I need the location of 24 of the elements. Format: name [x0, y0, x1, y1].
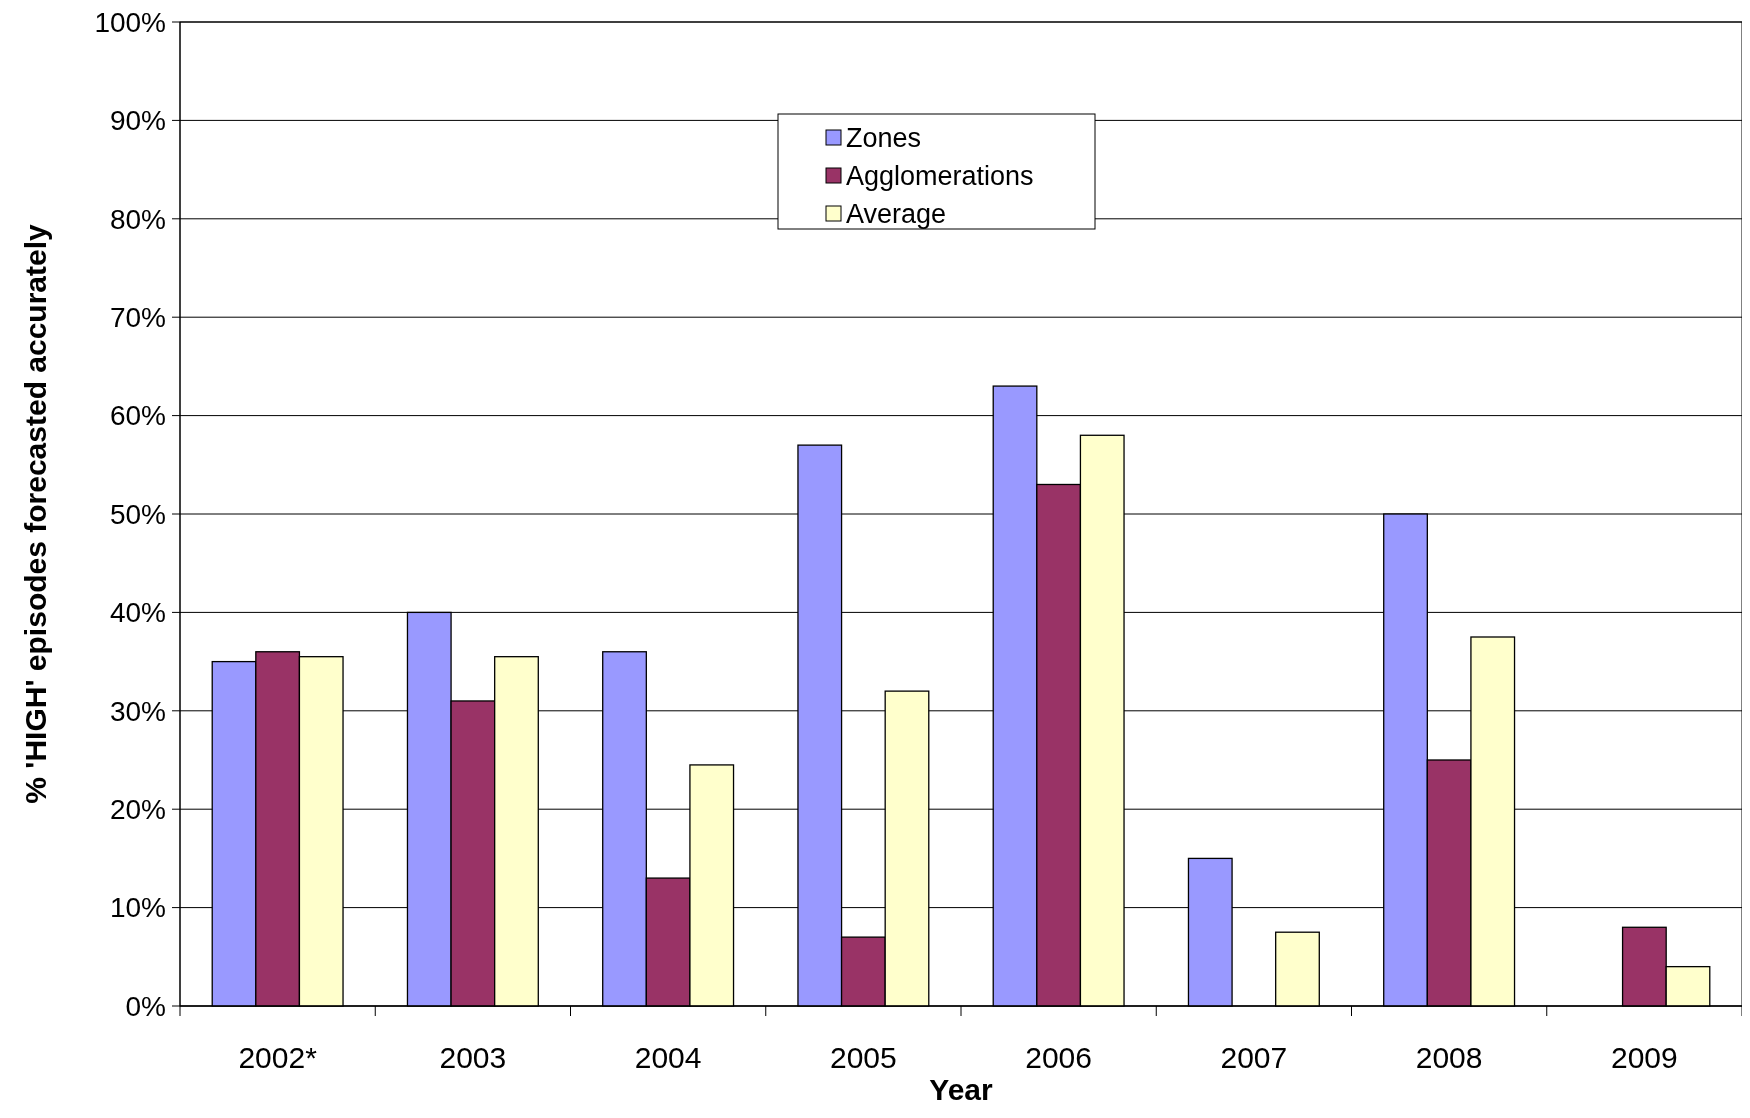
y-tick-label: 100%: [94, 6, 166, 38]
x-axis-title: Year: [929, 1073, 994, 1106]
y-tick-label: 40%: [109, 597, 166, 629]
x-tick-label: 2002*: [238, 1041, 318, 1074]
legend-label: Average: [846, 199, 947, 230]
y-tick-label: 50%: [109, 498, 166, 530]
legend-label: Agglomerations: [846, 161, 1034, 192]
x-tick-label: 2005: [830, 1041, 897, 1074]
y-tick-label: 60%: [109, 400, 166, 432]
x-tick-label: 2003: [439, 1041, 507, 1074]
y-tick-label: 10%: [109, 892, 166, 924]
y-tick-label: 20%: [109, 794, 166, 825]
y-tick-label: 80%: [109, 203, 166, 235]
y-tick-label: 0%: [125, 990, 166, 1022]
y-tick-label: 30%: [109, 695, 166, 727]
x-tick-label: 2009: [1611, 1041, 1678, 1074]
x-tick-label: 2006: [1025, 1041, 1092, 1074]
y-tick-label: 70%: [109, 302, 166, 333]
x-tick-label: 2007: [1220, 1041, 1288, 1074]
x-tick-label: 2008: [1415, 1041, 1483, 1074]
x-tick-label: 2004: [634, 1041, 702, 1074]
legend-label: Zones: [846, 123, 922, 154]
y-axis-title: % 'HIGH' episodes forecasted accurately: [19, 223, 52, 804]
y-tick-label: 90%: [109, 105, 166, 137]
